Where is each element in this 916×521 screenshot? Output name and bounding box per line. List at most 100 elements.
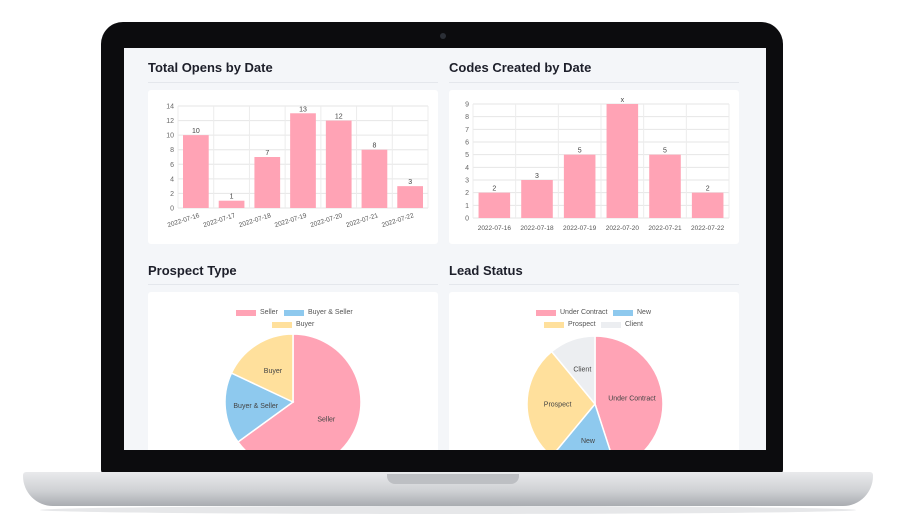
camera-icon [440,33,446,39]
divider [148,284,438,285]
legend-item-new[interactable]: New [613,309,651,316]
x-tick-label: 2022-07-21 [345,212,379,229]
legend-item-seller[interactable]: Seller [236,309,278,316]
y-tick-label: 7 [465,127,469,134]
bar [290,113,316,208]
data-label: 1 [230,194,234,201]
x-tick-label: 2022-07-22 [691,225,725,232]
legend-item-client[interactable]: Client [601,321,643,328]
y-tick-label: 6 [465,140,469,147]
pie-slice-label: Client [573,366,591,373]
legend-label: New [637,309,652,316]
bar [606,104,639,218]
legend-swatch [284,309,304,316]
legend-label: Under Contract [560,309,608,316]
divider [449,284,739,285]
pie-slice [555,402,611,450]
x-tick-label: 2022-07-18 [520,225,554,232]
lead-status-card: Under Contract New Prospect Client Under… [449,292,739,450]
total-opens-title: Total Opens by Date [148,60,273,75]
legend-item-prospect[interactable]: Prospect [544,321,596,328]
pie-slice-label: Seller [317,416,336,423]
y-tick-label: 4 [170,176,174,183]
data-label: 7 [265,150,269,157]
x-tick-label: 2022-07-19 [563,225,597,232]
y-tick-label: 1 [465,203,469,210]
y-tick-label: 10 [166,133,174,140]
bar [563,154,596,218]
legend-label: Buyer & Seller [308,309,353,316]
pie-slice [236,333,362,450]
data-label: 3 [408,179,412,186]
legend-item-buyer[interactable]: Buyer [272,321,314,328]
bar [218,200,245,208]
bar [478,192,511,218]
legend-swatch [613,309,633,316]
prospect-type-card: Seller Buyer & Seller Buyer Seller Buyer … [148,292,438,450]
x-tick-label: 2022-07-19 [274,212,308,229]
y-tick-label: 5 [465,152,469,159]
y-tick-label: 0 [170,206,174,213]
dashboard-screen: Total Opens by Date 0 2 4 6 8 10 12 14 10 2022-07… [124,48,766,450]
legend-swatch [544,321,564,328]
codes-created-chart: 0 1 2 3 4 5 6 7 8 9 2 2022-07-16 3 2022-07-18 5 2022-07… [465,97,730,232]
data-label: 5 [578,148,582,155]
legend-label: Prospect [568,321,596,328]
y-tick-label: 9 [465,102,469,109]
legend-swatch [236,309,256,316]
y-tick-label: 2 [170,191,174,198]
pie-slice [230,333,294,404]
bar [521,180,553,218]
bar [254,157,281,208]
data-label: 2 [706,186,710,193]
divider [148,82,438,83]
pie-slice [224,372,295,444]
laptop-notch [387,474,519,484]
lead-status-title: Lead Status [449,263,523,278]
data-label: 2 [492,186,496,193]
x-tick-label: 2022-07-20 [606,225,640,232]
data-label: 12 [335,114,343,121]
y-tick-label: 8 [170,147,174,154]
y-tick-label: 8 [465,114,469,121]
total-opens-chart: 0 2 4 6 8 10 12 14 10 2022-07-16 1 2022-07-17 7 2022-… [166,104,429,229]
x-tick-label: 2022-07-17 [202,212,236,229]
x-tick-label: 2022-07-18 [238,212,272,229]
y-tick-label: 2 [465,190,469,197]
total-opens-card: 0 2 4 6 8 10 12 14 10 2022-07-16 1 2022-07-17 7 2022-… [148,90,438,244]
legend-item-buyer-seller[interactable]: Buyer & Seller [284,309,353,316]
y-tick-label: 12 [166,118,174,125]
codes-created-card: 0 1 2 3 4 5 6 7 8 9 2 2022-07-16 3 2022-07-18 5 2022-07… [449,90,739,244]
bar [397,186,423,208]
pie-slice [550,335,596,407]
x-tick-label: 2022-07-21 [648,225,682,232]
data-label: x [621,97,625,104]
legend-label: Client [625,321,643,328]
data-label: 8 [372,143,376,150]
pie-slice [526,350,596,450]
data-label: 5 [663,148,667,155]
legend-swatch [601,321,621,328]
x-tick-label: 2022-07-16 [478,225,512,232]
pie-slice-label: Prospect [544,402,572,409]
x-tick-label: 2022-07-16 [167,212,201,229]
divider [449,82,739,83]
lead-status-pie: Under Contract New Prospect Client [526,335,664,450]
legend-item-under-contract[interactable]: Under Contract [536,309,607,316]
y-tick-label: 0 [465,216,469,223]
legend-label: Seller [260,309,278,316]
bar [325,120,352,208]
laptop-shadow [40,506,856,514]
pie-slice-label: New [581,438,596,445]
y-tick-label: 3 [465,178,469,185]
prospect-type-title: Prospect Type [148,263,237,278]
data-label: 3 [535,173,539,180]
prospect-type-pie: Seller Buyer & Seller Buyer [224,333,362,450]
pie-slice [594,335,664,450]
y-tick-label: 14 [166,104,174,111]
data-label: 10 [192,128,200,135]
legend-label: Buyer [296,321,315,328]
bar [361,149,388,208]
pie-slice-label: Buyer [264,368,283,375]
data-label: 13 [299,106,307,113]
